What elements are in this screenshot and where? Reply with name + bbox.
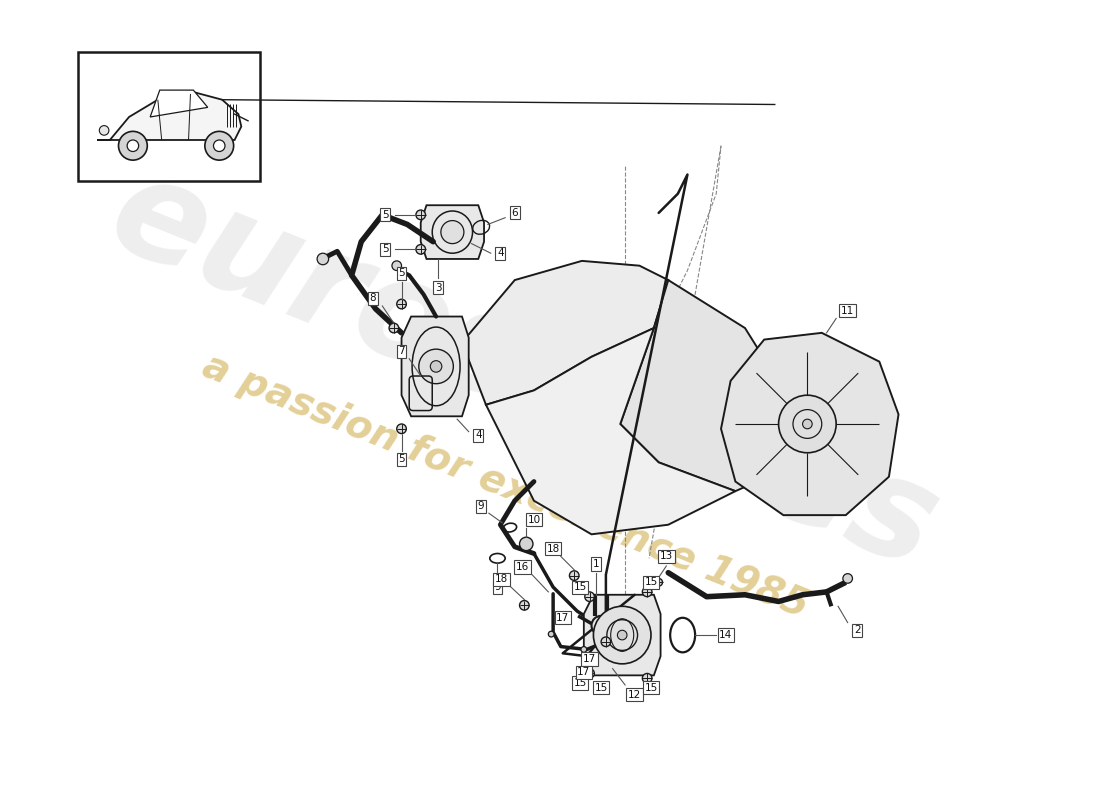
Circle shape [519, 601, 529, 610]
Text: 17: 17 [578, 667, 591, 678]
Circle shape [389, 323, 398, 333]
Text: 2: 2 [854, 626, 860, 635]
Circle shape [570, 570, 579, 580]
Text: 3: 3 [434, 282, 441, 293]
Circle shape [205, 131, 233, 160]
Bar [78, 52, 261, 182]
Polygon shape [98, 92, 241, 140]
Polygon shape [486, 328, 736, 534]
Polygon shape [620, 280, 793, 491]
Polygon shape [462, 261, 669, 405]
Text: 1: 1 [593, 559, 600, 569]
Text: 4: 4 [475, 430, 482, 441]
Text: 5: 5 [382, 244, 388, 254]
Circle shape [397, 424, 406, 434]
Circle shape [843, 574, 852, 583]
Text: 15: 15 [573, 582, 586, 592]
Circle shape [779, 395, 836, 453]
Polygon shape [420, 206, 484, 259]
Circle shape [392, 261, 402, 270]
Circle shape [99, 126, 109, 135]
Polygon shape [402, 317, 469, 416]
Circle shape [642, 674, 652, 683]
Text: 16: 16 [516, 562, 529, 572]
Circle shape [317, 254, 329, 265]
Circle shape [128, 140, 139, 151]
Text: a passion for excellence 1985: a passion for excellence 1985 [197, 347, 814, 626]
Text: 5: 5 [382, 210, 388, 220]
Text: 8: 8 [370, 294, 376, 303]
Polygon shape [720, 333, 899, 515]
Text: 5: 5 [398, 268, 405, 278]
Circle shape [592, 616, 611, 635]
Text: 15: 15 [645, 683, 658, 693]
Text: 17: 17 [557, 613, 570, 622]
Polygon shape [151, 90, 208, 117]
Circle shape [803, 419, 812, 429]
Text: 6: 6 [512, 208, 518, 218]
Circle shape [601, 637, 610, 646]
Circle shape [416, 210, 426, 220]
Text: 11: 11 [842, 306, 855, 316]
Text: 18: 18 [547, 544, 560, 554]
Circle shape [585, 669, 594, 678]
Circle shape [585, 592, 594, 602]
Circle shape [397, 299, 406, 309]
Text: 9: 9 [477, 502, 484, 511]
Circle shape [441, 221, 464, 244]
Circle shape [548, 631, 554, 637]
Circle shape [430, 361, 442, 372]
Text: 5: 5 [398, 454, 405, 465]
Text: 12: 12 [628, 690, 641, 699]
Circle shape [213, 140, 226, 151]
Polygon shape [584, 594, 661, 675]
Circle shape [416, 245, 426, 254]
Text: 14: 14 [719, 630, 733, 640]
Text: 17: 17 [583, 654, 596, 664]
Text: 15: 15 [645, 578, 658, 587]
Circle shape [654, 578, 662, 586]
Text: 7: 7 [398, 346, 405, 356]
Text: 18: 18 [495, 574, 508, 585]
Circle shape [119, 131, 147, 160]
Text: 15: 15 [594, 683, 607, 693]
Text: eurospares: eurospares [92, 144, 957, 598]
Circle shape [519, 537, 534, 550]
Text: 4: 4 [497, 248, 504, 258]
Text: 9: 9 [494, 582, 501, 592]
Circle shape [617, 630, 627, 640]
Circle shape [581, 646, 586, 652]
Text: 10: 10 [527, 515, 540, 525]
Circle shape [642, 587, 652, 597]
Text: 15: 15 [573, 678, 586, 688]
Text: 13: 13 [660, 551, 673, 562]
Circle shape [593, 606, 651, 664]
Circle shape [419, 349, 453, 384]
